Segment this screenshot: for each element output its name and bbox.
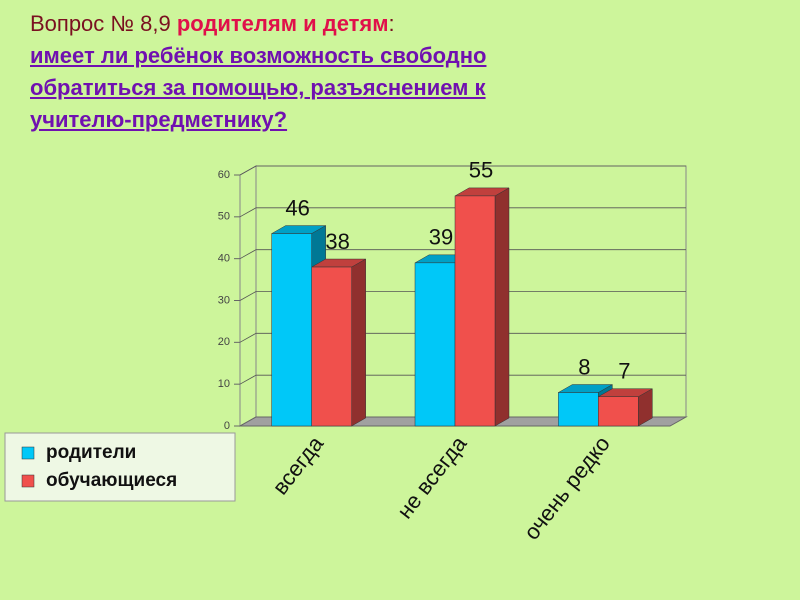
y-tick-label: 30 — [218, 294, 230, 306]
bar-side — [351, 258, 366, 427]
value-label: 8 — [578, 354, 590, 379]
y-tick-label: 20 — [218, 336, 230, 348]
bar-front — [311, 266, 352, 427]
y-tick-label: 10 — [218, 378, 230, 390]
grid-line — [239, 249, 686, 260]
bar-front — [454, 195, 496, 427]
x-tick-label: очень редко — [519, 431, 615, 544]
header: Вопрос № 8,9 родителям и детям: имеет ли… — [30, 8, 790, 136]
bar-side — [494, 187, 510, 427]
y-tick-label: 50 — [218, 211, 230, 223]
value-label: 7 — [618, 359, 630, 384]
question-label: Вопрос № 8,9 — [30, 11, 171, 36]
bar-front — [271, 233, 312, 427]
grid-line — [239, 165, 686, 176]
y-tick-label: 0 — [224, 420, 230, 432]
legend-label: обучающиеся — [46, 470, 177, 491]
bar-front — [414, 262, 456, 427]
legend-box — [4, 432, 236, 502]
x-tick-label: всегда — [267, 431, 328, 500]
y-tick-label: 40 — [218, 253, 230, 265]
audience: родителям и детям — [176, 11, 389, 36]
grid-line — [239, 332, 686, 343]
bar-front — [558, 392, 599, 427]
value-label: 38 — [325, 229, 349, 254]
grid-line — [239, 374, 686, 385]
y-tick-label: 60 — [218, 169, 230, 181]
legend-swatch — [21, 474, 35, 488]
legend-swatch — [21, 446, 35, 460]
question-line: обратиться за помощью, разъяснением к — [30, 75, 486, 100]
grid-line — [239, 291, 686, 301]
separator: : — [388, 11, 395, 36]
bar — [310, 258, 367, 427]
question-line: учителю-предметнику? — [30, 107, 288, 132]
grid-line — [239, 207, 686, 218]
value-label: 39 — [429, 225, 453, 250]
bar — [597, 388, 654, 427]
bar — [454, 187, 510, 427]
value-label: 55 — [469, 158, 493, 183]
value-label: 46 — [285, 195, 309, 220]
question-line: имеет ли ребёнок возможность свободно — [30, 43, 487, 68]
legend-label: родители — [46, 442, 136, 463]
x-tick-label: не всегда — [392, 431, 472, 524]
bar-front — [598, 396, 639, 427]
